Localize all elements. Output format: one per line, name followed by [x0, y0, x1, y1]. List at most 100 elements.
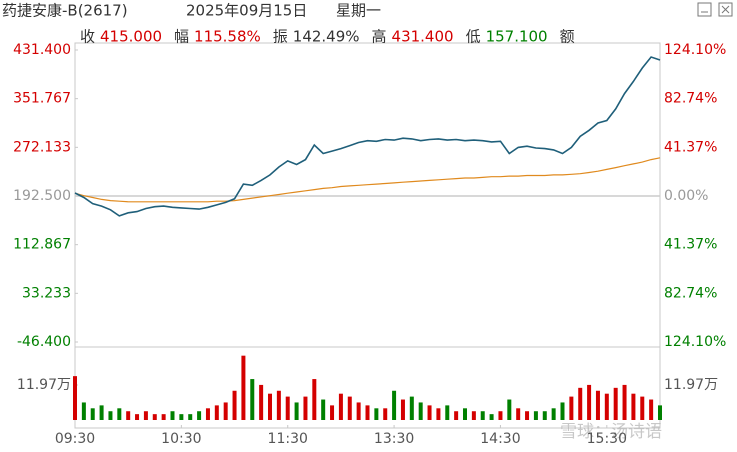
volume-bar — [347, 396, 352, 420]
stat-label: 幅 — [174, 28, 189, 46]
volume-bar — [569, 396, 574, 420]
volume-bar — [427, 405, 432, 420]
y2-tick-label: 41.37% — [664, 237, 717, 253]
x-tick-label: 09:30 — [55, 431, 95, 447]
volume-bar — [117, 408, 122, 420]
y2-tick-label: 82.74% — [664, 91, 717, 107]
stat-label: 振 — [273, 28, 288, 46]
stat-label: 低 — [466, 28, 481, 46]
volume-bar — [454, 411, 459, 420]
y-tick-label: 431.400 — [13, 42, 71, 58]
volume-bar — [223, 402, 228, 420]
volume-bar — [268, 393, 272, 420]
volume-bar — [374, 408, 379, 420]
y2-tick-label: 82.74% — [664, 285, 717, 301]
volume-bar — [276, 390, 281, 420]
volume-bar — [321, 399, 326, 420]
volume-bar — [649, 399, 654, 420]
volume-bar — [285, 396, 290, 420]
volume-bar — [613, 387, 618, 420]
y-tick-label: 272.133 — [13, 139, 71, 155]
volume-bar — [383, 408, 388, 420]
y-tick-label: 33.233 — [22, 285, 71, 301]
volume-bar — [533, 411, 538, 420]
volume-bar — [595, 390, 600, 420]
volume-bar — [143, 411, 148, 420]
volume-bar — [498, 411, 503, 420]
volume-bar — [152, 414, 157, 420]
volume-bar — [418, 402, 423, 420]
x-tick-label: 10:30 — [161, 431, 201, 447]
volume-bar — [250, 379, 255, 420]
volume-bar — [241, 355, 246, 420]
watermark: 雪球：汤诗语 — [560, 422, 662, 442]
stat-value: 142.49% — [293, 28, 360, 46]
x-tick-label: 14:30 — [480, 431, 520, 447]
volume-bar — [259, 384, 264, 420]
volume-bar — [489, 414, 494, 420]
volume-bar — [356, 402, 361, 420]
y2-tick-label: 41.37% — [664, 139, 717, 155]
stat-value: 415.000 — [100, 28, 162, 46]
volume-bar — [108, 411, 113, 420]
volume-tick-label: 11.97万 — [664, 377, 718, 393]
volume-bar — [658, 405, 662, 420]
volume-bar — [73, 376, 77, 420]
plot-frame — [74, 42, 661, 429]
price-line — [74, 56, 661, 217]
stat-label: 高 — [372, 28, 387, 46]
minimize-icon[interactable] — [697, 2, 712, 17]
stat-value: 115.58% — [194, 28, 261, 46]
volume-bar — [400, 399, 405, 420]
stat-value: 431.400 — [392, 28, 454, 46]
volume-bar — [338, 393, 343, 420]
y-tick-label: -46.400 — [17, 334, 71, 350]
volume-bar — [480, 411, 485, 420]
volume-bar — [312, 379, 317, 420]
volume-bar — [81, 402, 86, 420]
x-tick-label: 15:30 — [587, 431, 627, 447]
price-line — [74, 157, 661, 203]
y2-tick-label: 124.10% — [664, 334, 726, 350]
volume-bar — [525, 411, 530, 420]
volume-bar — [631, 393, 636, 420]
close-icon[interactable] — [718, 2, 733, 17]
volume-bar — [409, 396, 414, 420]
volume-bar — [560, 402, 565, 420]
volume-bar — [445, 405, 450, 420]
volume-bar — [294, 402, 299, 420]
volume-bar — [463, 408, 467, 420]
volume-bar — [471, 411, 476, 420]
volume-bar — [214, 405, 219, 420]
volume-bar — [392, 390, 397, 420]
volume-bar — [99, 405, 104, 420]
volume-bar — [135, 414, 140, 420]
volume-bar — [640, 396, 645, 420]
volume-bar — [170, 411, 175, 420]
stock-title: 药捷安康-B(2617) — [2, 2, 128, 20]
y-tick-label: 192.500 — [13, 188, 71, 204]
volume-bar — [205, 408, 210, 420]
y-tick-label: 351.767 — [13, 91, 71, 107]
volume-bar — [161, 414, 166, 420]
volume-bar — [365, 405, 370, 420]
volume-tick-label: 11.97万 — [17, 377, 71, 393]
volume-bar — [507, 399, 512, 420]
volume-bar — [188, 414, 193, 420]
volume-bar — [232, 390, 237, 420]
stat-label: 额 — [560, 28, 575, 46]
volume-bar — [197, 411, 202, 420]
volume-bar — [330, 405, 335, 420]
volume-bar — [436, 408, 441, 420]
volume-bar — [578, 387, 583, 420]
x-tick-label: 13:30 — [374, 431, 414, 447]
weekday: 星期一 — [336, 2, 381, 20]
volume-bar — [179, 414, 184, 420]
x-tick-label: 11:30 — [268, 431, 308, 447]
stat-value: 157.100 — [486, 28, 548, 46]
volume-bar — [303, 396, 308, 420]
volume-bar — [622, 384, 627, 420]
